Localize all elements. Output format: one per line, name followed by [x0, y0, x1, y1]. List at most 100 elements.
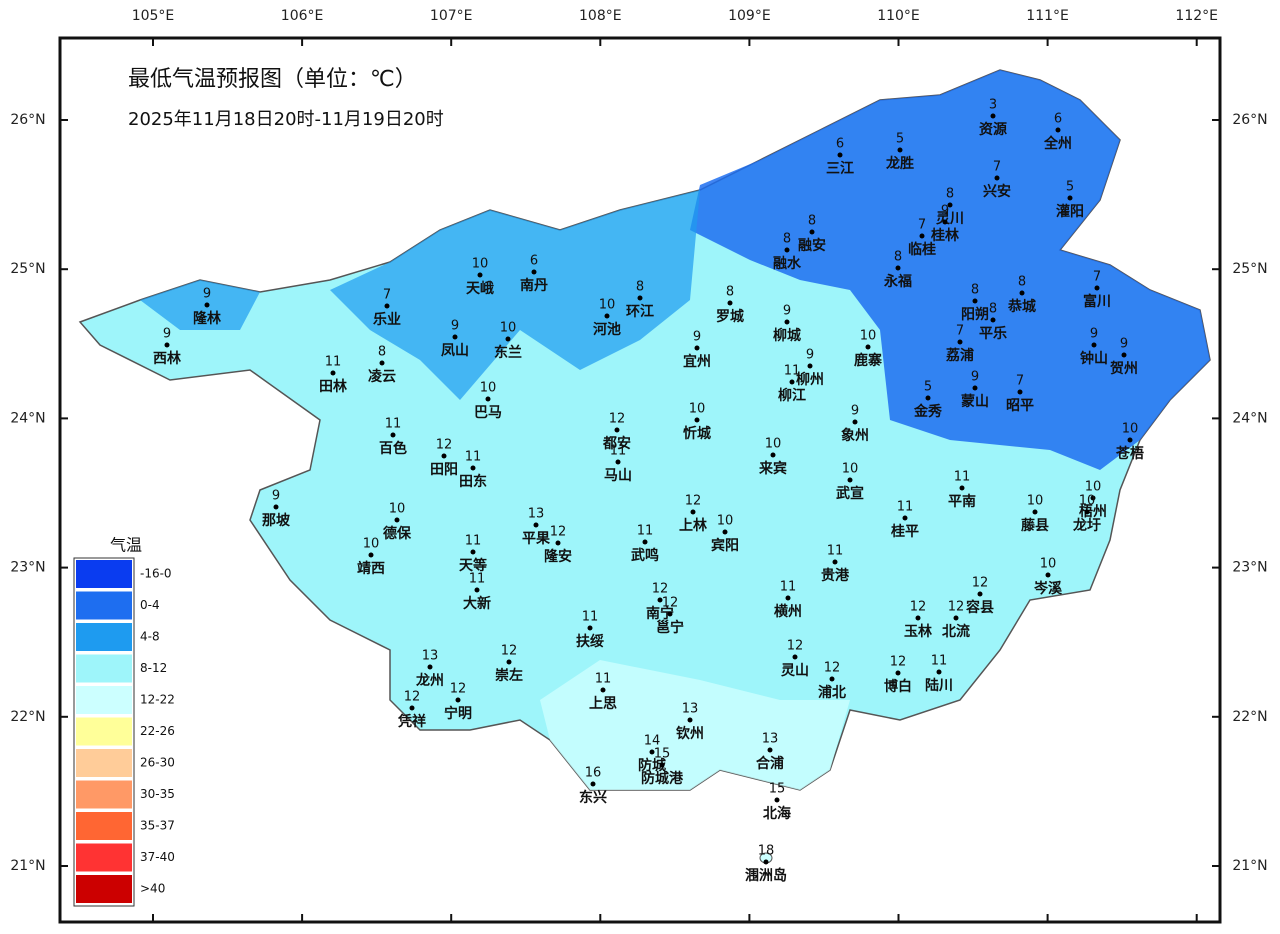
- map-title: 最低气温预报图（单位：℃）: [128, 67, 417, 92]
- station-value: 13: [762, 732, 779, 747]
- station-value: 9: [941, 204, 949, 219]
- station-value: 10: [1122, 422, 1139, 437]
- station-name: 邕宁: [656, 619, 684, 636]
- station-dot: [994, 175, 1000, 181]
- station-value: 12: [824, 661, 841, 676]
- lat-tick-label: 22°N: [10, 709, 45, 725]
- station-dot: [919, 233, 925, 239]
- station-name: 鹿寨: [853, 352, 883, 369]
- station-value: 9: [203, 287, 211, 302]
- station-value: 8: [1018, 275, 1026, 290]
- station-value: 10: [689, 402, 706, 417]
- station-value: 6: [1054, 112, 1062, 127]
- legend-swatch: [76, 812, 132, 840]
- station-value: 6: [836, 137, 844, 152]
- cool-zone: [330, 190, 700, 400]
- station-name: 柳州: [796, 371, 824, 388]
- station-name: 天峨: [466, 280, 494, 297]
- legend-swatch: [76, 654, 132, 683]
- station-name: 西林: [153, 350, 181, 367]
- station-dot: [957, 339, 963, 345]
- station-value: 9: [851, 404, 859, 419]
- legend-label: 30-35: [140, 787, 175, 801]
- station-dot: [164, 342, 170, 348]
- station-value: 12: [948, 600, 965, 615]
- station-dot: [972, 385, 978, 391]
- station-dot: [614, 427, 620, 433]
- station-dot: [452, 334, 458, 340]
- station-value: 10: [599, 298, 616, 313]
- station-value: 12: [436, 438, 453, 453]
- station-name: 平乐: [979, 325, 1007, 342]
- station-value: 11: [931, 654, 948, 669]
- lon-tick-label: 105°E: [132, 8, 175, 24]
- station-dot: [847, 477, 853, 483]
- legend-swatch: [76, 875, 132, 903]
- station-value: 11: [325, 355, 342, 370]
- station-dot: [785, 595, 791, 601]
- station-value: 10: [717, 514, 734, 529]
- station-name: 天等: [459, 557, 487, 574]
- station-name: 宜州: [683, 353, 711, 370]
- station-name: 横州: [774, 603, 802, 620]
- legend-swatch: [76, 780, 132, 809]
- lon-tick-label: 110°E: [877, 8, 920, 24]
- station-dot: [972, 298, 978, 304]
- station-name: 隆林: [193, 310, 221, 327]
- station-name: 蒙山: [961, 393, 989, 410]
- station-value: 9: [693, 330, 701, 345]
- station-name: 北海: [763, 805, 791, 822]
- cool-zone: [140, 280, 260, 330]
- station-value: 12: [662, 596, 679, 611]
- station-name: 三江: [826, 160, 854, 177]
- station-value: 13: [422, 649, 439, 664]
- station-value: 10: [1027, 494, 1044, 509]
- station-dot: [990, 317, 996, 323]
- legend-label: 37-40: [140, 850, 175, 864]
- station-dot: [204, 302, 210, 308]
- station-name: 凤山: [441, 343, 469, 359]
- station-dot: [936, 669, 942, 675]
- station-name: 桂平: [890, 523, 919, 540]
- station-name: 贵港: [821, 567, 850, 584]
- station-name: 防城: [638, 757, 666, 774]
- station-name: 都安: [602, 435, 631, 452]
- station-name: 凌云: [368, 368, 396, 385]
- lat-tick-label: 24°N: [10, 410, 45, 426]
- station-value: 8: [726, 285, 734, 300]
- lat-tick-label: 26°N: [1232, 112, 1267, 128]
- station-name: 永福: [883, 273, 912, 290]
- station-value: 11: [465, 450, 482, 465]
- station-name: 金秀: [913, 403, 943, 420]
- station-dot: [1094, 285, 1100, 291]
- station-value: 8: [378, 345, 386, 360]
- station-name: 博白: [884, 678, 912, 695]
- station-name: 资源: [979, 121, 1007, 138]
- station-value: 12: [550, 525, 567, 540]
- station-name: 田阳: [430, 462, 458, 478]
- station-dot: [615, 459, 621, 465]
- station-name: 象州: [841, 427, 869, 444]
- legend-label: 8-12: [140, 661, 167, 675]
- station-name: 恭城: [1007, 298, 1036, 315]
- station-value: 7: [383, 288, 391, 303]
- station-dot: [784, 247, 790, 253]
- legend-label: >40: [140, 882, 165, 896]
- station-value: 18: [758, 844, 775, 859]
- station-value: 5: [924, 380, 932, 395]
- station-value: 16: [585, 766, 602, 781]
- station-dot: [959, 485, 965, 491]
- station-dot: [1017, 389, 1023, 395]
- lat-tick-label: 25°N: [1232, 261, 1267, 277]
- station-name: 平果: [522, 531, 551, 547]
- station-dot: [1019, 290, 1025, 296]
- station-value: 8: [636, 280, 644, 295]
- station-dot: [1084, 509, 1090, 515]
- station-dot: [694, 417, 700, 423]
- station-value: 9: [163, 327, 171, 342]
- station-value: 11: [637, 524, 654, 539]
- station-name: 陆川: [925, 678, 953, 694]
- station-name: 阳朔: [961, 306, 989, 323]
- station-name: 宁明: [444, 705, 472, 722]
